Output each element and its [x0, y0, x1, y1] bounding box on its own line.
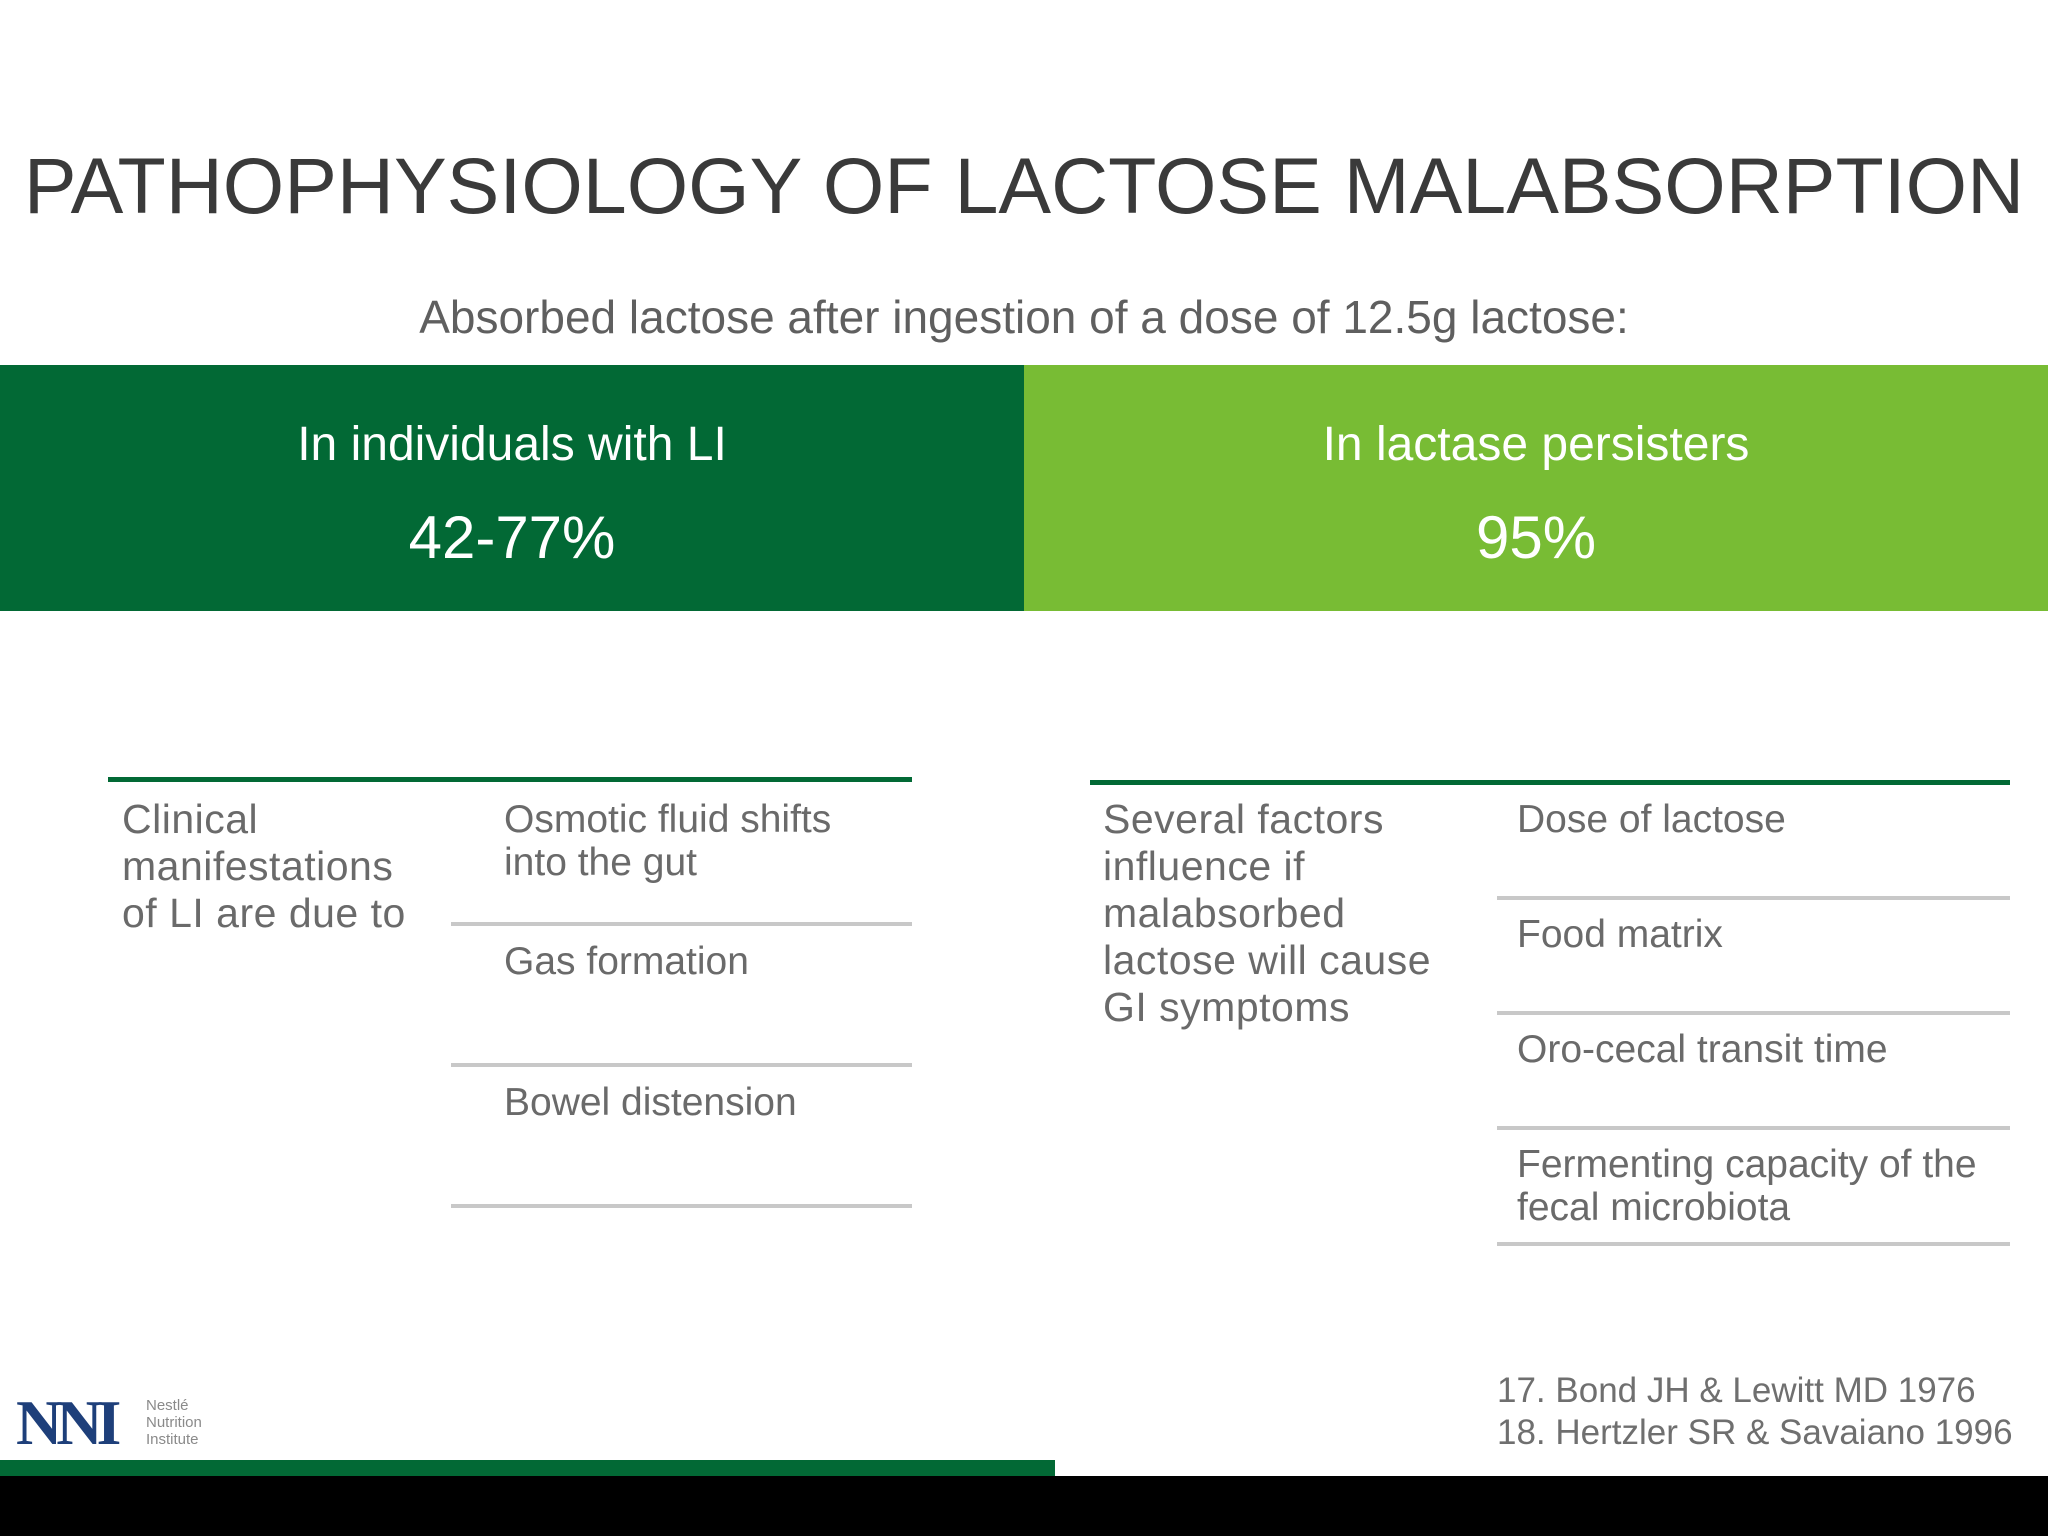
logo-text-line: Institute [146, 1431, 199, 1448]
slide-subtitle: Absorbed lactose after ingestion of a do… [419, 291, 1629, 343]
right-row-divider [1497, 1126, 2010, 1130]
persisters-band-value: 95% [1475, 504, 1597, 571]
right-item-transit: Oro-cecal transit time [1517, 1026, 1888, 1073]
left-item-line: Gas formation [504, 940, 749, 983]
footer-black-bar [0, 1476, 2048, 1536]
left-item-line: Bowel distension [504, 1081, 797, 1124]
left-item-line: Osmotic fluid shifts [504, 798, 832, 841]
li-band: In individuals with LI 42-77% [0, 365, 1024, 611]
right-lead-line: lactose will cause [1103, 937, 1432, 983]
li-band-label: In individuals with LI [297, 418, 727, 471]
right-row-divider [1497, 1011, 2010, 1015]
reference-item: 17. Bond JH & Lewitt MD 1976 [1497, 1371, 1976, 1410]
left-row-divider [451, 922, 912, 926]
right-item-dose: Dose of lactose [1517, 796, 1786, 843]
slide-title: PATHOPHYSIOLOGY OF LACTOSE MALABSORPTION [23, 141, 2025, 230]
left-table-lead: Clinical manifestations of LI are due to [122, 796, 406, 937]
right-item-fermenting: Fermenting capacity of the fecal microbi… [1517, 1141, 1977, 1231]
nni-logo: NNI Nestlé Nutrition Institute [16, 1387, 226, 1458]
left-item-line: into the gut [504, 841, 697, 884]
right-lead-line: influence if [1103, 843, 1306, 889]
right-lead-line: Several factors [1103, 796, 1384, 842]
left-item-osmotic: Osmotic fluid shifts into the gut [504, 796, 831, 886]
reference-item: 18. Hertzler SR & Savaiano 1996 [1497, 1413, 2013, 1452]
right-item-line: fecal microbiota [1517, 1186, 1791, 1229]
left-row-divider [451, 1063, 912, 1067]
left-lead-line: Clinical [122, 796, 259, 842]
right-item-line: Fermenting capacity of the [1517, 1143, 1977, 1186]
right-item-line: Dose of lactose [1517, 798, 1786, 841]
left-table-top-rule [108, 777, 912, 782]
right-row-divider [1497, 896, 2010, 900]
right-item-line: Oro-cecal transit time [1517, 1028, 1888, 1071]
right-table-lead: Several factors influence if malabsorbed… [1103, 796, 1431, 1031]
right-table-top-rule [1090, 780, 2010, 785]
right-lead-line: malabsorbed [1103, 890, 1346, 936]
left-item-bowel: Bowel distension [504, 1079, 797, 1126]
right-item-food-matrix: Food matrix [1517, 911, 1723, 958]
li-band-value: 42-77% [408, 504, 616, 571]
left-lead-line: manifestations [122, 843, 394, 889]
references: 17. Bond JH & Lewitt MD 1976 18. Hertzle… [1497, 1370, 2013, 1454]
right-lead-line: GI symptoms [1103, 984, 1350, 1030]
right-row-divider [1497, 1242, 2010, 1246]
left-item-gas: Gas formation [504, 938, 749, 985]
persisters-band: In lactase persisters 95% [1024, 365, 2048, 611]
nni-logo-mark: NNI [16, 1387, 121, 1458]
right-item-line: Food matrix [1517, 913, 1723, 956]
logo-text-line: Nutrition [146, 1414, 202, 1431]
footer-green-bar [0, 1460, 1055, 1478]
left-lead-line: of LI are due to [122, 890, 406, 936]
logo-text-line: Nestlé [146, 1397, 189, 1414]
nni-logo-text: Nestlé Nutrition Institute [146, 1397, 202, 1448]
persisters-band-label: In lactase persisters [1322, 418, 1750, 471]
left-row-divider [451, 1204, 912, 1208]
